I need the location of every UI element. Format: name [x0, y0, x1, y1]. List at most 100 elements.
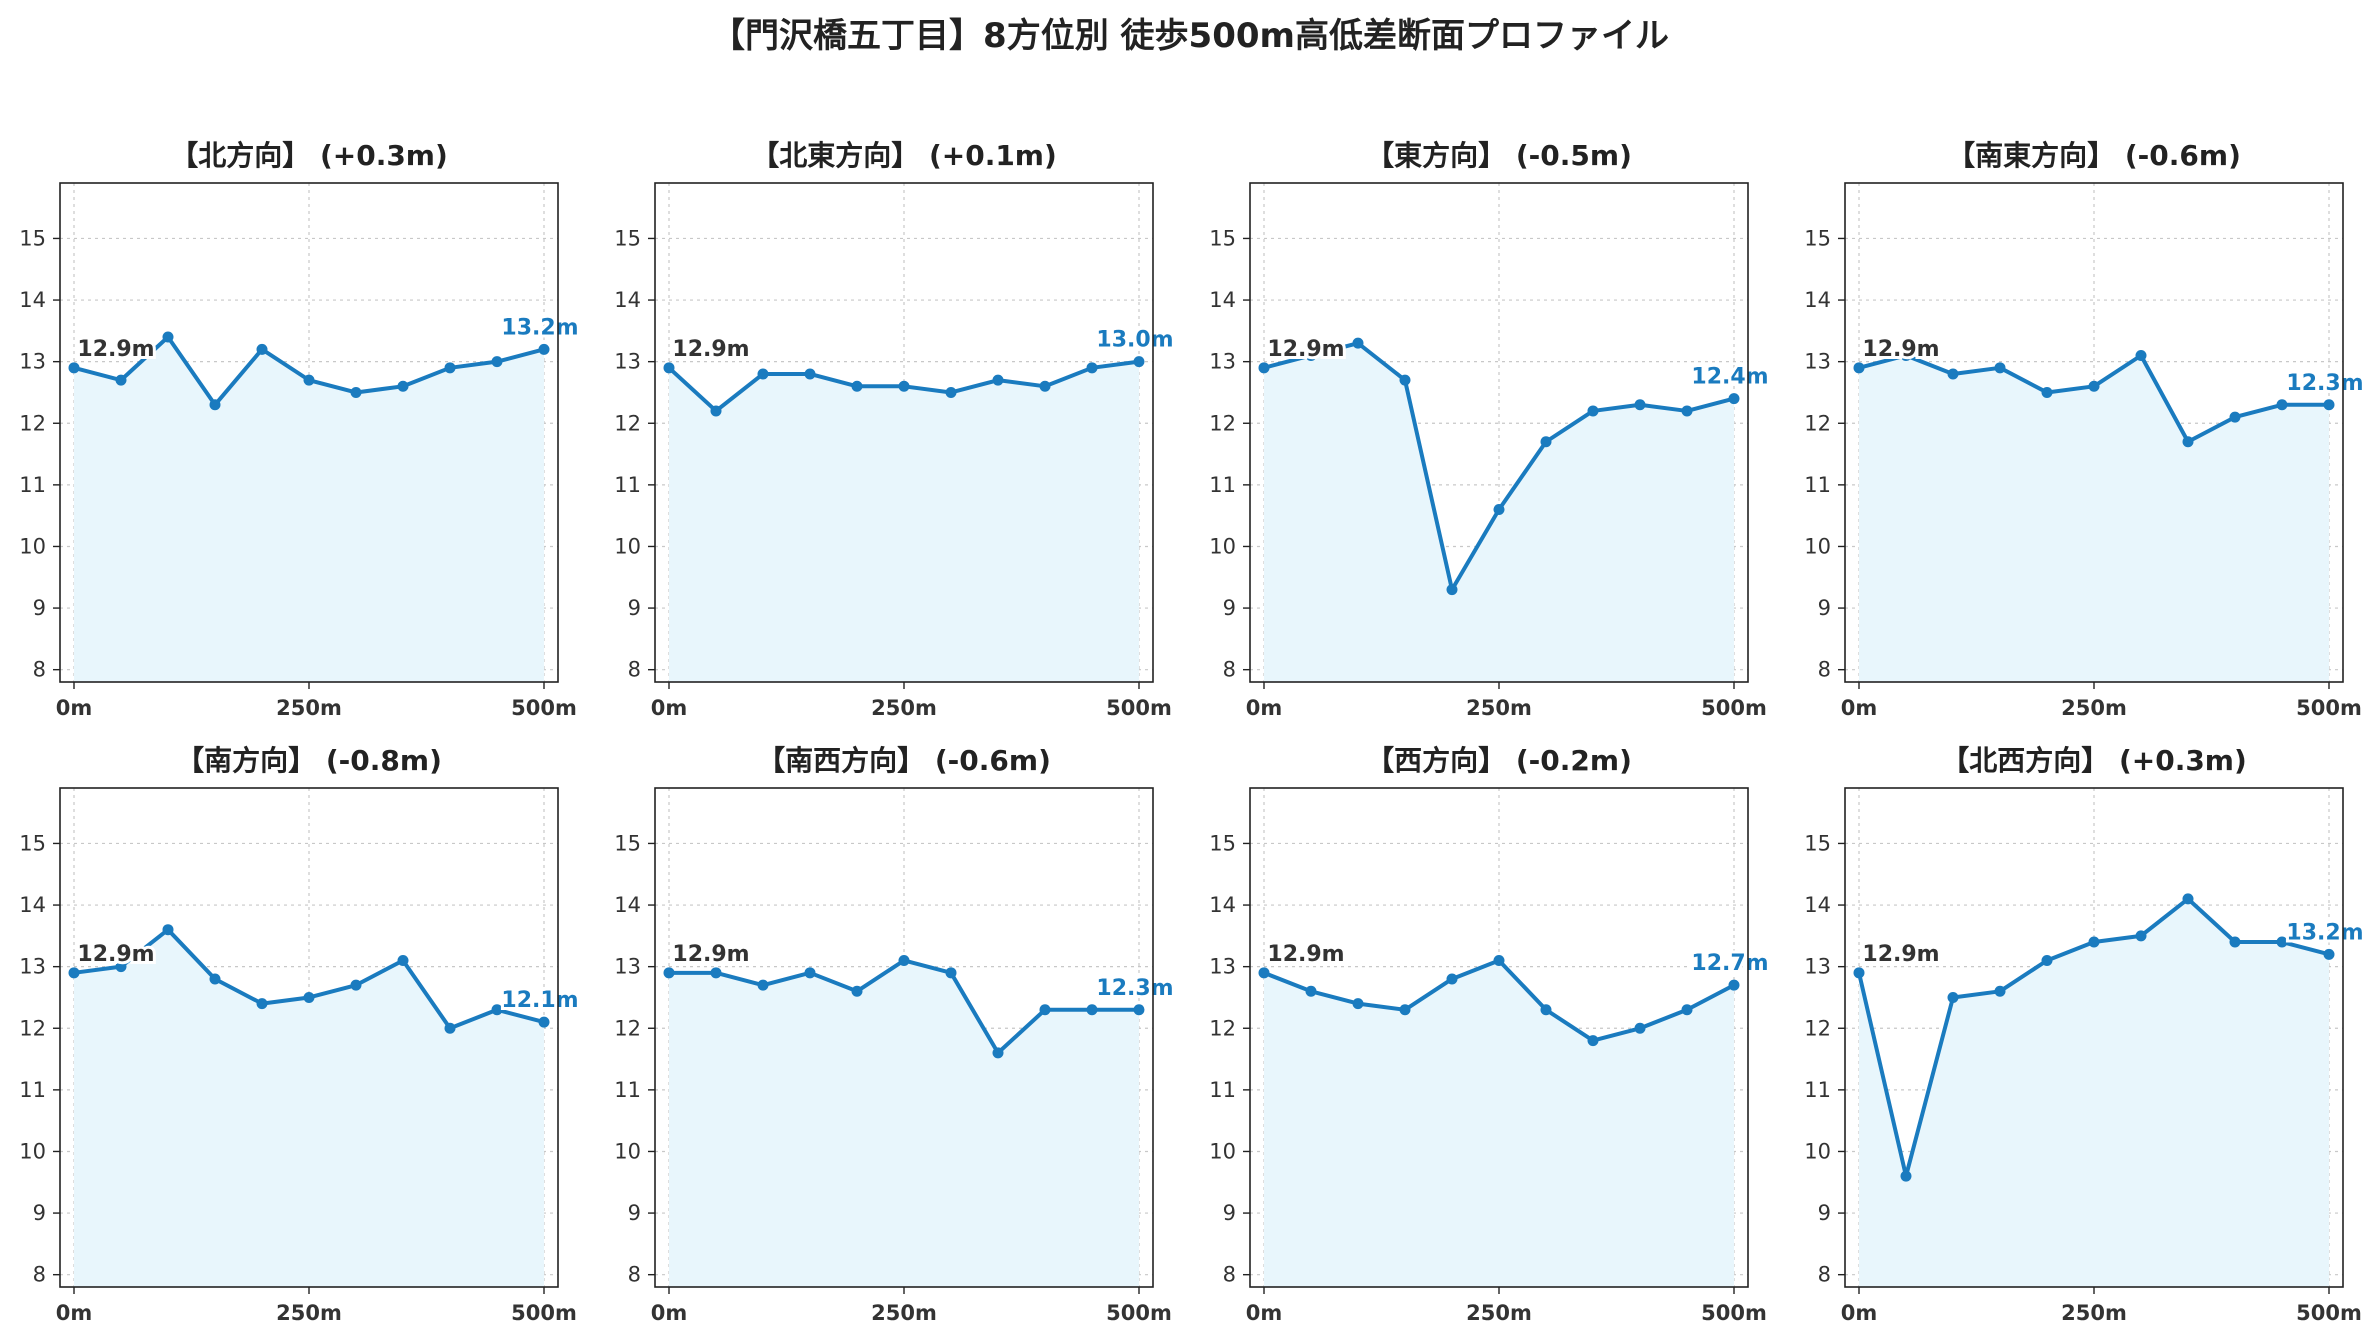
- x-tick-label: 0m: [651, 696, 688, 720]
- data-point: [710, 405, 722, 417]
- end-elevation-label: 12.1m: [501, 988, 578, 1013]
- x-tick-label: 250m: [276, 1301, 342, 1325]
- data-point: [538, 343, 550, 355]
- data-point: [663, 967, 675, 979]
- data-point: [1305, 985, 1317, 997]
- data-point: [992, 374, 1004, 386]
- data-point: [1634, 1022, 1646, 1034]
- y-tick-label: 12: [1804, 411, 1831, 435]
- y-tick-label: 12: [614, 411, 641, 435]
- data-point: [1681, 1004, 1693, 1016]
- end-elevation-label: 12.4m: [1691, 365, 1768, 390]
- y-tick-label: 8: [33, 1263, 46, 1287]
- plot-frame: [654, 182, 1154, 683]
- data-point: [209, 399, 221, 411]
- panel-title: 【北東方向】 (+0.1m): [751, 139, 1057, 172]
- data-point: [1446, 584, 1458, 596]
- y-tick-label: 15: [1209, 831, 1236, 855]
- x-tick-label: 500m: [1106, 696, 1172, 720]
- y-tick-label: 14: [19, 893, 46, 917]
- data-point: [397, 380, 409, 392]
- data-point: [1728, 393, 1740, 405]
- end-elevation-label: 12.7m: [1691, 951, 1768, 976]
- area-fill: [1264, 960, 1734, 1287]
- data-point: [1352, 337, 1364, 349]
- y-tick-label: 15: [1804, 226, 1831, 250]
- end-elevation-label: 12.3m: [1096, 976, 1173, 1001]
- start-elevation-label: 12.9m: [1267, 337, 1344, 362]
- chart-panel-7: 【北西方向】 (+0.3m) 8 9 10 11 12 13 14 15 0m 250m 500m 12…: [1804, 744, 2366, 1325]
- data-point: [1305, 349, 1317, 361]
- data-point: [1446, 973, 1458, 985]
- y-tick-label: 12: [614, 1016, 641, 1040]
- y-tick-label: 8: [1223, 658, 1236, 682]
- x-tick-label: 0m: [1246, 1301, 1283, 1325]
- data-point: [663, 362, 675, 374]
- y-tick-label: 8: [1223, 1263, 1236, 1287]
- data-point: [1086, 1004, 1098, 1016]
- data-point: [1900, 1170, 1912, 1182]
- chart-panel-5: 【南西方向】 (-0.6m) 8 9 10 11 12 13 14 15 0m 250m 500m 12…: [614, 744, 1176, 1325]
- data-point: [115, 374, 127, 386]
- y-tick-label: 13: [614, 350, 641, 374]
- data-point: [209, 973, 221, 985]
- data-point: [1947, 991, 1959, 1003]
- data-point: [1133, 356, 1145, 368]
- data-point: [945, 967, 957, 979]
- chart-panel-4: 【南方向】 (-0.8m) 8 9 10 11 12 13 14 15 0m 250m 500m 12.…: [19, 744, 581, 1325]
- y-tick-label: 10: [614, 534, 641, 558]
- y-tick-label: 10: [19, 1139, 46, 1163]
- x-tick-label: 0m: [1841, 696, 1878, 720]
- panel-title: 【西方向】 (-0.2m): [1366, 744, 1632, 777]
- data-point: [444, 1022, 456, 1034]
- x-tick-label: 500m: [2296, 696, 2362, 720]
- y-tick-label: 11: [1804, 473, 1831, 497]
- x-tick-label: 500m: [1701, 696, 1767, 720]
- y-tick-label: 10: [1209, 534, 1236, 558]
- y-tick-label: 9: [1818, 1201, 1831, 1225]
- data-point: [898, 380, 910, 392]
- start-elevation-label: 12.9m: [672, 337, 749, 362]
- panel-title: 【北西方向】 (+0.3m): [1941, 744, 2247, 777]
- data-point: [804, 967, 816, 979]
- data-point: [2135, 349, 2147, 361]
- data-point: [350, 386, 362, 398]
- data-point: [1258, 967, 1270, 979]
- panel-title: 【南東方向】 (-0.6m): [1947, 139, 2241, 172]
- data-point: [1540, 436, 1552, 448]
- data-point: [2323, 399, 2335, 411]
- data-point: [1399, 1004, 1411, 1016]
- x-tick-label: 500m: [511, 1301, 577, 1325]
- data-point: [68, 362, 80, 374]
- x-tick-label: 500m: [2296, 1301, 2362, 1325]
- data-point: [1352, 998, 1364, 1010]
- x-tick-label: 250m: [871, 1301, 937, 1325]
- data-point: [851, 380, 863, 392]
- x-tick-label: 500m: [511, 696, 577, 720]
- data-point: [2276, 936, 2288, 948]
- area-fill: [74, 337, 544, 682]
- plot-frame: [1844, 182, 2344, 683]
- data-point: [945, 386, 957, 398]
- x-tick-label: 500m: [1701, 1301, 1767, 1325]
- y-tick-label: 14: [614, 893, 641, 917]
- y-tick-label: 9: [1223, 596, 1236, 620]
- x-tick-label: 250m: [1466, 696, 1532, 720]
- y-tick-label: 8: [628, 1263, 641, 1287]
- plot-frame: [1844, 787, 2344, 1288]
- area-fill: [1859, 355, 2329, 682]
- plot-frame: [1249, 787, 1749, 1288]
- y-tick-label: 14: [1209, 288, 1236, 312]
- x-tick-label: 250m: [871, 696, 937, 720]
- data-point: [710, 967, 722, 979]
- data-point: [1587, 405, 1599, 417]
- y-tick-label: 11: [19, 473, 46, 497]
- y-tick-label: 13: [1209, 350, 1236, 374]
- data-point: [68, 967, 80, 979]
- y-tick-label: 13: [1804, 350, 1831, 374]
- data-point: [444, 362, 456, 374]
- y-tick-label: 9: [628, 1201, 641, 1225]
- y-tick-label: 12: [19, 1016, 46, 1040]
- data-point: [303, 991, 315, 1003]
- data-point: [757, 979, 769, 991]
